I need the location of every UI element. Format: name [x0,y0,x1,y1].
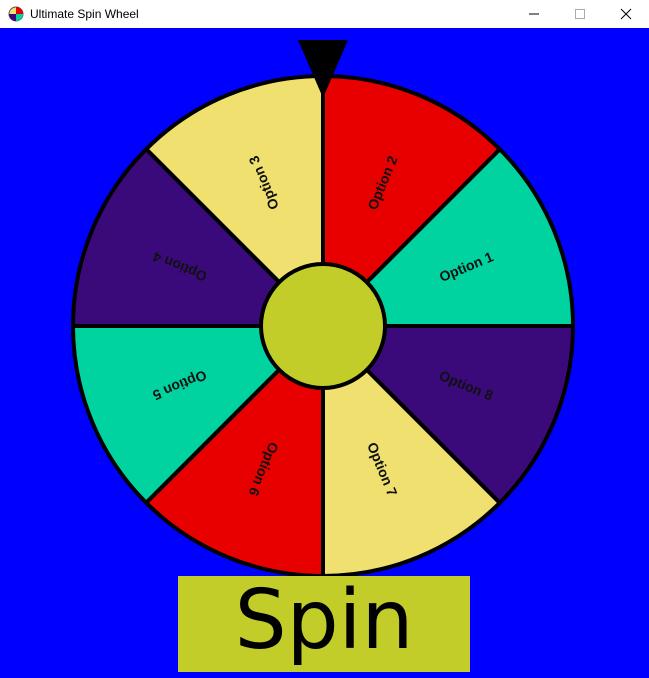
title-bar: Ultimate Spin Wheel [0,0,649,28]
wheel-segments [71,74,575,578]
spin-button[interactable]: Spin [178,576,470,672]
maximize-icon [575,9,585,19]
window-title: Ultimate Spin Wheel [30,7,139,21]
wheel-segment [321,324,502,578]
pointer-icon [298,40,348,98]
close-icon [620,8,632,20]
app-canvas: Option 1 Option 2 Option 3 Option 4 Option 5… [0,28,649,678]
maximize-button[interactable] [557,0,603,28]
minimize-button[interactable] [511,0,557,28]
wheel-segment [144,324,325,578]
app-icon [8,6,24,22]
window-controls [511,0,649,28]
minimize-icon [529,13,539,15]
wheel-segment [321,324,575,505]
wheel-segment [144,74,325,328]
close-button[interactable] [603,0,649,28]
wheel-segment [71,324,325,505]
wheel-hub [259,262,387,390]
wheel-segment [321,147,575,328]
spin-button-label: Spin [234,573,414,668]
wheel-segment [321,74,502,328]
wheel-segment [71,147,325,328]
